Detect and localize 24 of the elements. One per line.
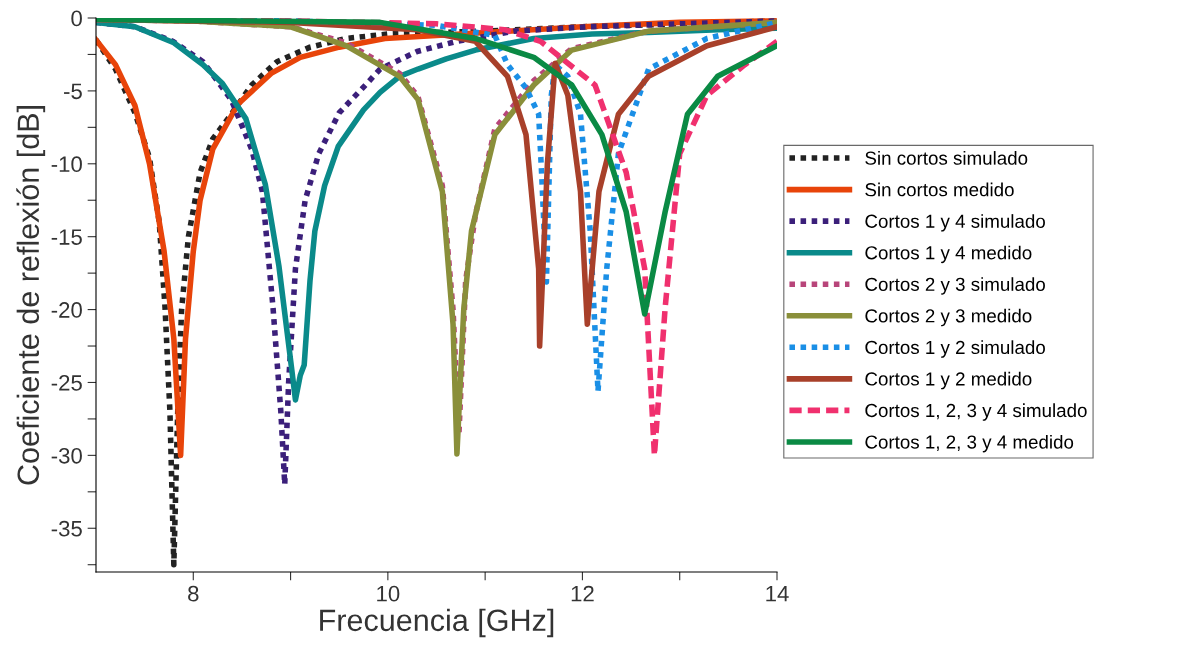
y-tick-label: -25 xyxy=(51,375,82,391)
x-tick-label: 8 xyxy=(188,585,199,602)
legend-label: Cortos 1, 2, 3 y 4 medido xyxy=(865,434,1074,453)
x-axis-title: Frecuencia [GHz] xyxy=(320,608,554,638)
y-tick-label: -5 xyxy=(64,83,82,100)
y-tick-label: -20 xyxy=(51,302,82,318)
legend-label: Cortos 2 y 3 simulado xyxy=(865,277,1045,295)
y-tick-label: -15 xyxy=(51,229,82,245)
x-tick-label: 12 xyxy=(571,585,594,602)
y-tick-label: 0 xyxy=(71,10,82,27)
legend-label: Cortos 1 y 4 medido xyxy=(865,245,1032,264)
y-tick-label: -10 xyxy=(51,156,82,173)
legend-label: Cortos 1 y 4 simulado xyxy=(865,214,1045,232)
y-axis-title: Coeficiente de reflexión [dB] xyxy=(16,106,46,485)
x-tick-label: 10 xyxy=(377,585,400,602)
legend-label: Cortos 1, 2, 3 y 4 simulado xyxy=(865,403,1087,421)
legend-label: Sin cortos simulado xyxy=(865,151,1028,165)
legend-label: Cortos 1 y 2 simulado xyxy=(865,340,1045,358)
y-tick-label: -30 xyxy=(51,447,82,464)
legend-label: Cortos 2 y 3 medido xyxy=(865,308,1032,327)
y-tick-label: -35 xyxy=(51,520,82,537)
legend-label: Cortos 1 y 2 medido xyxy=(865,371,1032,390)
x-tick-label: 14 xyxy=(766,586,789,602)
legend-label: Sin cortos medido xyxy=(865,182,1014,197)
